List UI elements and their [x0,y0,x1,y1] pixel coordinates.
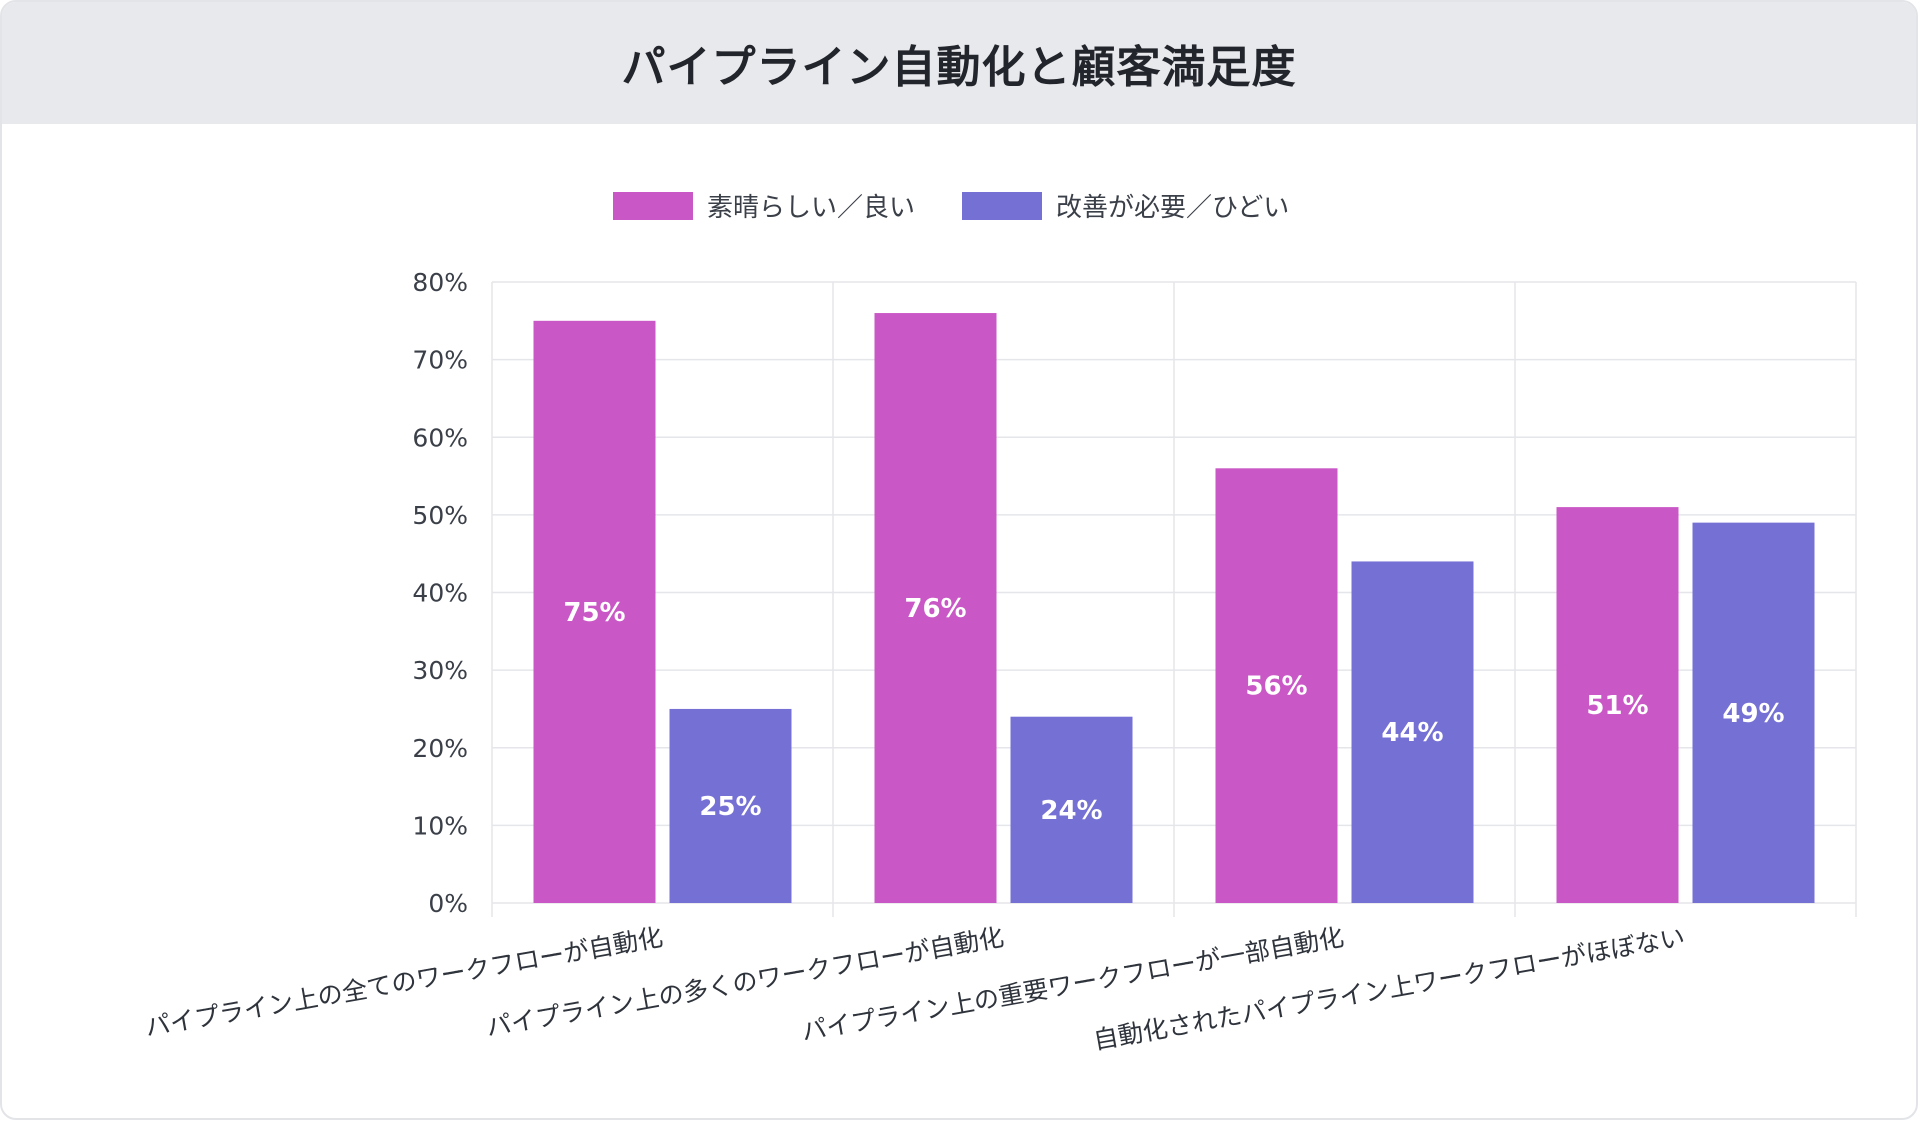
legend-label-1: 素晴らしい／良い [707,193,915,223]
bar-series2 [1692,522,1815,903]
data-label: 24% [1040,796,1102,826]
y-tick-label: 60% [412,423,468,452]
data-label: 75% [563,598,625,628]
y-tick-label: 30% [412,656,468,685]
legend-swatch-2 [962,192,1042,220]
data-label: 44% [1381,718,1443,748]
chart-header: パイプライン自動化と顧客満足度 [2,2,1916,124]
data-label: 76% [904,594,966,624]
bar-series2 [1010,716,1133,903]
y-tick-label: 50% [412,501,468,530]
legend-swatch-1 [613,192,693,220]
bar-series1 [874,313,997,903]
page-title: パイプライン自動化と顧客満足度 [621,42,1297,93]
y-tick-label: 80% [412,268,468,297]
y-tick-label: 20% [412,734,468,763]
y-tick-label: 10% [412,811,468,840]
data-label: 25% [699,792,761,822]
bar-series2 [669,708,792,903]
y-tick-label: 0% [428,889,468,918]
y-tick-label: 70% [412,346,468,375]
bar-series1 [1556,507,1679,903]
x-category-label: 自動化されたパイプライン上ワークフローがほぼない [1091,922,1687,1055]
data-label: 49% [1722,699,1784,729]
data-label: 51% [1586,691,1648,721]
bar-series1 [533,320,656,903]
bar-series2 [1351,561,1474,903]
data-label: 56% [1245,672,1307,702]
y-tick-label: 40% [412,579,468,608]
legend-label-2: 改善が必要／ひどい [1056,193,1289,223]
x-category-label: パイプライン上の重要ワークフローが一部自動化 [799,922,1346,1046]
bar-series1 [1215,468,1338,903]
